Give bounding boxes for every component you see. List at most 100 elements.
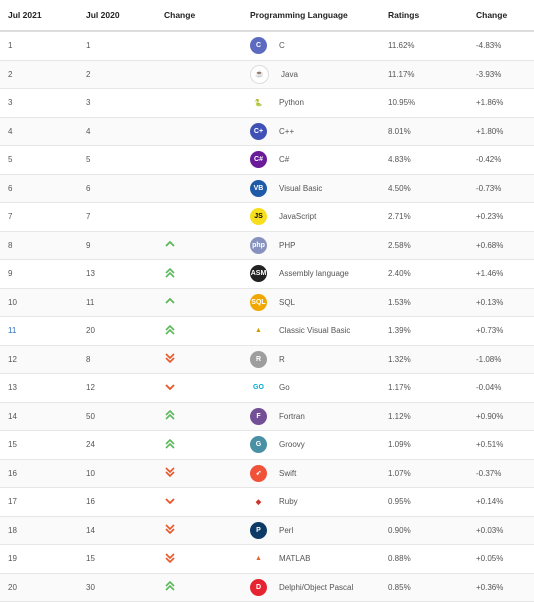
rating-value: 1.07% (380, 459, 468, 488)
change-cell (156, 117, 242, 146)
header-jul-2021[interactable]: Jul 2021 (0, 0, 78, 32)
language-name[interactable]: PHP (279, 240, 296, 250)
rating-change: +0.51% (468, 430, 534, 460)
language-name[interactable]: Python (279, 98, 304, 108)
language-name[interactable]: R (279, 354, 285, 364)
rank-2021: 14 (0, 402, 78, 431)
java-icon: ☕ (250, 64, 269, 84)
language-cell[interactable]: SQL SQL (242, 288, 380, 317)
language-cell[interactable]: VB Visual Basic (242, 174, 380, 203)
language-cell[interactable]: ☕ Java (242, 60, 380, 89)
rank-2021: 10 (0, 288, 78, 317)
language-cell[interactable]: ➶ Swift (242, 459, 380, 488)
table-row: 12 8 R R 1.32% -1.08% (0, 345, 534, 374)
language-cell[interactable]: F Fortran (242, 402, 380, 431)
language-name[interactable]: Visual Basic (279, 183, 323, 193)
rating-value: 2.58% (380, 231, 468, 260)
rank-2021: 11 (0, 316, 78, 346)
rating-change: -0.73% (468, 174, 534, 203)
language-cell[interactable]: C+ C++ (242, 117, 380, 146)
change-up2-icon (164, 410, 176, 422)
rating-value: 11.62% (380, 31, 468, 61)
header-row: Jul 2021 Jul 2020 Change Programming Lan… (0, 0, 534, 32)
table-row: 16 10 ➶ Swift 1.07% -0.37% (0, 459, 534, 488)
language-cell[interactable]: JS JavaScript (242, 202, 380, 232)
language-name[interactable]: MATLAB (279, 554, 311, 564)
language-name[interactable]: Go (279, 383, 290, 393)
header-rating-change[interactable]: Change (468, 0, 534, 32)
language-name[interactable]: Assembly language (279, 269, 349, 279)
language-name[interactable]: C++ (279, 126, 295, 136)
table-row: 14 50 F Fortran 1.12% +0.90% (0, 402, 534, 431)
header-ratings[interactable]: Ratings (380, 0, 468, 32)
language-name[interactable]: SQL (279, 297, 296, 307)
rank-2020: 16 (78, 487, 156, 517)
header-jul-2020[interactable]: Jul 2020 (78, 0, 156, 32)
change-cell (156, 430, 242, 460)
rank-2021: 13 (0, 373, 78, 403)
language-cell[interactable]: P Perl (242, 516, 380, 545)
language-cell[interactable]: ASM Assembly language (242, 259, 380, 289)
rating-change: +0.36% (468, 573, 534, 602)
change-cell (156, 459, 242, 488)
language-name[interactable]: Ruby (279, 497, 298, 507)
rating-value: 4.50% (380, 174, 468, 203)
language-cell[interactable]: ◆ Ruby (242, 487, 380, 517)
rating-value: 1.39% (380, 316, 468, 346)
change-cell (156, 202, 242, 232)
header-language[interactable]: Programming Language (242, 0, 380, 32)
language-name[interactable]: Perl (279, 525, 294, 535)
rank-2021: 5 (0, 145, 78, 175)
language-cell[interactable]: ▲ MATLAB (242, 544, 380, 574)
rank-2020: 6 (78, 174, 156, 203)
language-name[interactable]: Swift (279, 468, 297, 478)
rating-change: +1.46% (468, 259, 534, 289)
language-name[interactable]: JavaScript (279, 212, 317, 222)
rank-2021: 20 (0, 573, 78, 602)
language-name[interactable]: Java (281, 69, 298, 79)
language-name[interactable]: C# (279, 155, 290, 165)
rating-value: 11.17% (380, 60, 468, 89)
language-name[interactable]: Classic Visual Basic (279, 326, 351, 336)
language-name[interactable]: C (279, 41, 285, 51)
rating-value: 0.88% (380, 544, 468, 574)
table-row: 7 7 JS JavaScript 2.71% +0.23% (0, 202, 534, 232)
table-row: 20 30 D Delphi/Object Pascal 0.85% +0.36% (0, 573, 534, 602)
rank-2021: 15 (0, 430, 78, 460)
rank-2020: 1 (78, 31, 156, 61)
table-row: 3 3 🐍 Python 10.95% +1.86% (0, 88, 534, 118)
rank-2021: 7 (0, 202, 78, 232)
change-down-icon (164, 498, 176, 508)
rating-change: -4.83% (468, 31, 534, 61)
cpp-icon: C+ (250, 122, 267, 140)
change-cell (156, 231, 242, 260)
language-cell[interactable]: D Delphi/Object Pascal (242, 573, 380, 602)
language-cell[interactable]: ▲ Classic Visual Basic (242, 316, 380, 346)
language-cell[interactable]: C# C# (242, 145, 380, 175)
rank-2021: 19 (0, 544, 78, 574)
python-icon: 🐍 (250, 94, 267, 112)
header-change[interactable]: Change (156, 0, 242, 32)
language-cell[interactable]: GO Go (242, 373, 380, 403)
change-down-icon (164, 384, 176, 394)
language-cell[interactable]: 🐍 Python (242, 88, 380, 118)
javascript-icon: JS (250, 208, 267, 226)
rating-change: +0.23% (468, 202, 534, 232)
rank-2021: 18 (0, 516, 78, 545)
change-up2-icon (164, 324, 176, 337)
rank-2020: 13 (78, 259, 156, 289)
language-name[interactable]: Fortran (279, 411, 305, 421)
r-icon: R (250, 350, 267, 368)
language-cell[interactable]: G Groovy (242, 430, 380, 460)
language-name[interactable]: Groovy (279, 440, 305, 450)
rank-2021: 4 (0, 117, 78, 146)
rank-2020: 7 (78, 202, 156, 232)
rank-2021: 9 (0, 259, 78, 289)
language-cell[interactable]: php PHP (242, 231, 380, 260)
change-cell (156, 402, 242, 431)
matlab-icon: ▲ (250, 550, 267, 568)
language-name[interactable]: Delphi/Object Pascal (279, 582, 354, 592)
rating-value: 1.12% (380, 402, 468, 431)
